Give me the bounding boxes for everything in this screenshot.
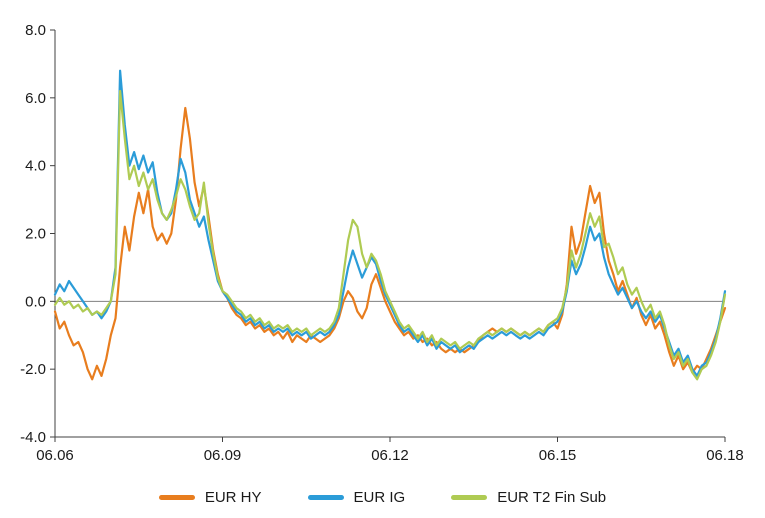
plot-area: 8.0 6.0 4.0 2.0 0.0 -2.0 -4.006.06 06.09 06.12 06… <box>20 22 744 464</box>
x-tick-label: 06.06 <box>36 447 74 464</box>
y-tick-label: -4.0 <box>20 429 46 446</box>
series-line-eur-t2-fin-sub <box>53 89 727 381</box>
legend-item-eur-ig: EUR IG <box>307 489 406 506</box>
series-line-eur-hy <box>53 106 727 381</box>
series-line-eur-ig <box>53 69 727 377</box>
legend-label-eur-ig: EUR IG <box>353 489 406 506</box>
y-tick-label: 2.0 <box>25 226 46 243</box>
x-tick-label: 06.12 <box>371 447 409 464</box>
legend-item-eur-t2-fin-sub: EUR T2 Fin Sub <box>451 489 606 506</box>
legend-swatch-eur-t2-fin-sub <box>451 495 488 500</box>
legend-swatch-eur-ig <box>307 495 344 500</box>
y-tick-label: 4.0 <box>25 158 46 175</box>
y-tick-label: -2.0 <box>20 361 46 378</box>
x-tick-label: 06.09 <box>204 447 242 464</box>
x-tick-label: 06.18 <box>706 447 744 464</box>
legend: EUR HY EUR IG EUR T2 Fin Sub <box>0 489 765 506</box>
legend-label-eur-hy: EUR HY <box>204 489 262 506</box>
y-tick-label: 6.0 <box>25 90 46 107</box>
legend-item-eur-hy: EUR HY <box>158 489 262 506</box>
x-tick-label: 06.15 <box>539 447 577 464</box>
legend-label-eur-t2-fin-sub: EUR T2 Fin Sub <box>497 489 607 506</box>
y-tick-label: 0.0 <box>25 293 46 310</box>
legend-swatch-eur-hy <box>158 495 195 500</box>
y-tick-label: 8.0 <box>25 22 46 39</box>
